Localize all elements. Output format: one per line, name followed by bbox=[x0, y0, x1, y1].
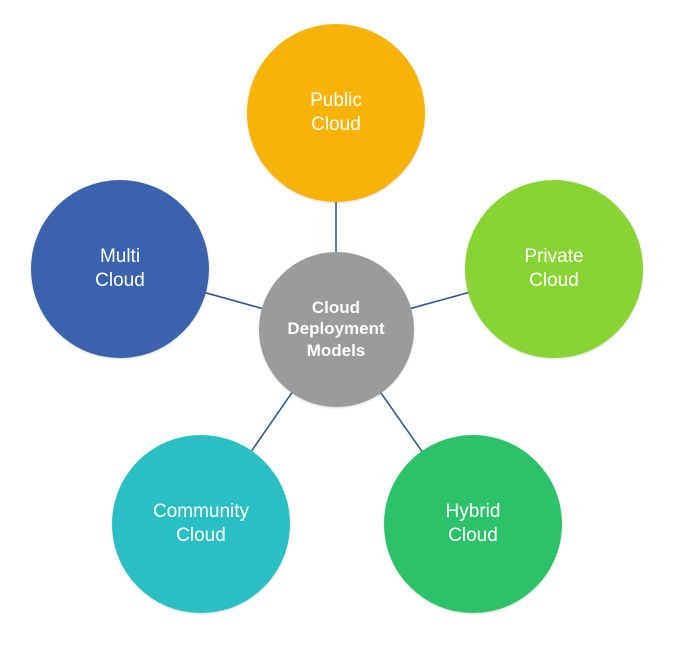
node-community: Community Cloud bbox=[112, 435, 290, 613]
node-multi-label: Multi Cloud bbox=[83, 245, 157, 293]
node-public: Public Cloud bbox=[247, 24, 425, 202]
node-public-label: Public Cloud bbox=[298, 89, 374, 137]
node-private: Private Cloud bbox=[465, 180, 643, 358]
node-private-label: Private Cloud bbox=[512, 245, 595, 293]
node-multi: Multi Cloud bbox=[31, 180, 209, 358]
node-hybrid-label: Hybrid Cloud bbox=[434, 500, 513, 548]
node-hybrid: Hybrid Cloud bbox=[384, 435, 562, 613]
diagram-stage: Cloud Deployment Models Public Cloud Pri… bbox=[0, 0, 673, 645]
center-node: Cloud Deployment Models bbox=[259, 252, 414, 407]
node-community-label: Community Cloud bbox=[141, 500, 261, 548]
center-node-label: Cloud Deployment Models bbox=[275, 297, 396, 361]
